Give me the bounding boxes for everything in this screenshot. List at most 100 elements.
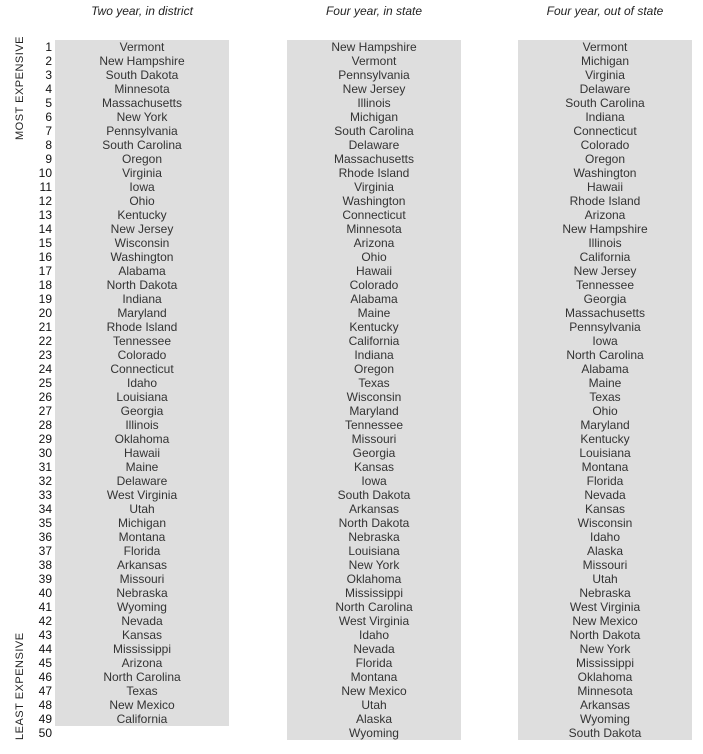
table-cell: Idaho (55, 376, 229, 390)
table-cell: Florida (55, 544, 229, 558)
table-cell: Maine (518, 376, 692, 390)
rank-number: 8 (45, 138, 52, 152)
rank-number: 36 (38, 530, 52, 544)
rank-number: 40 (38, 586, 52, 600)
table-cell: Ohio (287, 250, 461, 264)
table-cell: North Dakota (518, 628, 692, 642)
rank-number: 3 (45, 68, 52, 82)
table-cell: New York (55, 110, 229, 124)
side-label-most-expensive: MOST EXPENSIVE (14, 36, 26, 140)
table-cell: Maryland (287, 404, 461, 418)
table-cell: New Mexico (287, 684, 461, 698)
table-cell: South Dakota (55, 68, 229, 82)
table-cell: Massachusetts (287, 152, 461, 166)
rank-number: 17 (38, 264, 52, 278)
table-cell: Wisconsin (518, 516, 692, 530)
table-cell: Illinois (287, 96, 461, 110)
table-cell: Nebraska (287, 530, 461, 544)
rank-number: 34 (38, 502, 52, 516)
table-cell: Arkansas (287, 502, 461, 516)
table-cell: Mississippi (518, 656, 692, 670)
rank-number: 47 (38, 684, 52, 698)
rank-number: 35 (38, 516, 52, 530)
rank-number: 16 (38, 250, 52, 264)
column-title: Two year, in district (91, 4, 193, 18)
table-cell: Iowa (518, 334, 692, 348)
table-cell: Idaho (518, 530, 692, 544)
table-cell: Tennessee (55, 334, 229, 348)
rank-number: 22 (38, 334, 52, 348)
rank-number: 19 (38, 292, 52, 306)
table-cell: West Virginia (55, 488, 229, 502)
table-cell: Alaska (287, 712, 461, 726)
table-cell: Oregon (518, 152, 692, 166)
rank-number: 42 (38, 614, 52, 628)
table-cell: Ohio (518, 404, 692, 418)
table-cell: Pennsylvania (518, 320, 692, 334)
table-cell: Delaware (287, 138, 461, 152)
rank-number: 28 (38, 418, 52, 432)
table-cell: Illinois (55, 418, 229, 432)
rank-number: 39 (38, 572, 52, 586)
table-cell: South Carolina (55, 138, 229, 152)
table-cell: Missouri (287, 432, 461, 446)
table-cell: Pennsylvania (55, 124, 229, 138)
table-cell: Arizona (518, 208, 692, 222)
rank-number: 30 (38, 446, 52, 460)
table-cell: Kentucky (287, 320, 461, 334)
table-cell: Arkansas (55, 558, 229, 572)
table-cell: California (518, 250, 692, 264)
table-cell: New Mexico (518, 614, 692, 628)
table-cell: Nevada (55, 614, 229, 628)
rank-number: 12 (38, 194, 52, 208)
table-cell: Georgia (518, 292, 692, 306)
table-cell: South Dakota (287, 488, 461, 502)
rank-number: 4 (45, 82, 52, 96)
rank-number: 1 (45, 40, 52, 54)
table-cell: Iowa (287, 474, 461, 488)
rank-number: 15 (38, 236, 52, 250)
table-cell: Illinois (518, 236, 692, 250)
table-cell: South Carolina (518, 96, 692, 110)
table-cell: Virginia (55, 166, 229, 180)
table-cell: Kentucky (518, 432, 692, 446)
rank-number: 18 (38, 278, 52, 292)
table-cell: West Virginia (287, 614, 461, 628)
table-cell: Texas (518, 390, 692, 404)
table-cell: North Carolina (287, 600, 461, 614)
table-cell: New Mexico (55, 698, 229, 712)
rank-number: 31 (38, 460, 52, 474)
table-cell: Connecticut (518, 124, 692, 138)
table-cell: Nebraska (55, 586, 229, 600)
table-cell: Maine (287, 306, 461, 320)
table-cell: South Dakota (518, 726, 692, 740)
table-cell: Georgia (55, 404, 229, 418)
table-cell: Arizona (55, 656, 229, 670)
table-cell: Colorado (55, 348, 229, 362)
table-cell: Indiana (518, 110, 692, 124)
table-cell: Oklahoma (287, 572, 461, 586)
rank-number: 33 (38, 488, 52, 502)
table-cell: Wyoming (518, 712, 692, 726)
table-cell: Wisconsin (287, 390, 461, 404)
rank-number: 6 (45, 110, 52, 124)
table-cell: Alaska (518, 544, 692, 558)
table-cell: Vermont (55, 40, 229, 54)
rank-number: 13 (38, 208, 52, 222)
table-cell: South Carolina (287, 124, 461, 138)
table-cell: Utah (287, 698, 461, 712)
table-cell: Idaho (287, 628, 461, 642)
table-cell: Oregon (287, 362, 461, 376)
table-cell: Michigan (518, 54, 692, 68)
table-cell: Massachusetts (55, 96, 229, 110)
table-cell: California (55, 712, 229, 726)
table-cell: New Jersey (55, 222, 229, 236)
rank-number: 41 (38, 600, 52, 614)
table-cell: New York (518, 642, 692, 656)
rank-number: 44 (38, 642, 52, 656)
table-cell: Indiana (287, 348, 461, 362)
table-cell: West Virginia (518, 600, 692, 614)
table-cell: Minnesota (518, 684, 692, 698)
table-cell: New Jersey (287, 82, 461, 96)
table-cell: North Dakota (287, 516, 461, 530)
